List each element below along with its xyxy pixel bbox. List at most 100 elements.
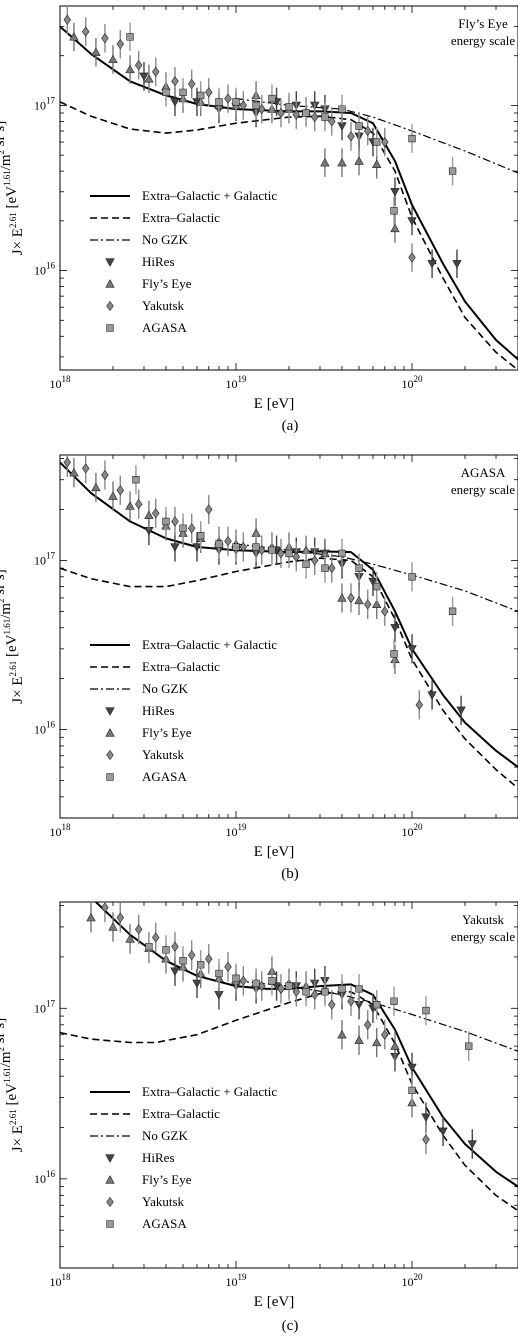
data-point-square — [215, 969, 223, 978]
data-point-triangle-down — [139, 72, 149, 82]
plot-frame — [59, 901, 518, 1269]
legend-label-5: Fly’s Eye — [142, 725, 192, 740]
legend-marker-diamond — [106, 1196, 114, 1208]
data-point-square — [232, 974, 240, 982]
data-point-diamond — [224, 961, 232, 972]
legend-label-2: Extra–Galactic — [142, 210, 220, 225]
legend-label-1: Extra–Galactic + Galactic — [142, 188, 277, 203]
data-point-diamond — [277, 107, 285, 119]
data-point-diamond — [171, 941, 179, 952]
series-line-dashed — [60, 991, 518, 1212]
data-point-triangle-down — [427, 691, 437, 700]
data-point-triangle-down — [456, 706, 466, 716]
data-point-triangle-down — [407, 645, 417, 654]
data-point-square — [390, 997, 398, 1005]
data-point-square — [355, 564, 363, 572]
data-point-diamond — [81, 463, 90, 474]
legend-label-4: HiRes — [142, 254, 175, 269]
energy-scale-note: Yakutsk — [462, 912, 505, 927]
data-point-triangle-down — [390, 188, 400, 197]
data-point-diamond — [277, 548, 285, 559]
data-point-triangle-up — [372, 1037, 382, 1047]
data-point-triangle-up — [354, 595, 364, 605]
series-line-solid — [60, 25, 518, 361]
legend-label-7: AGASA — [142, 320, 187, 335]
x-tick-label-1: 1018 — [50, 1272, 72, 1289]
data-point-diamond — [277, 983, 285, 994]
data-point-diamond — [381, 1029, 389, 1040]
data-point-square — [408, 1086, 416, 1095]
data-point-square — [448, 607, 457, 615]
data-point-diamond — [347, 131, 355, 142]
data-point-triangle-down — [170, 543, 180, 552]
data-point-diamond — [310, 111, 319, 123]
data-point-triangle-down — [192, 543, 202, 552]
legend-label-4: HiRes — [142, 1150, 175, 1165]
data-point-triangle-up — [125, 64, 135, 74]
data-point-square — [373, 138, 381, 146]
data-point-square — [232, 98, 240, 106]
data-point-square — [321, 564, 329, 572]
energy-scale-note: Fly’s Eye — [458, 16, 508, 31]
energy-scale-note: energy scale — [451, 929, 516, 944]
data-point-square — [390, 650, 398, 658]
data-point-diamond — [116, 39, 125, 50]
data-point-square — [162, 88, 170, 97]
panel-caption: (c) — [282, 1318, 299, 1334]
y-tick-label-2: 1017 — [34, 998, 56, 1015]
legend-marker-square — [106, 324, 114, 332]
data-point-diamond — [381, 606, 389, 617]
legend-label-6: Yakutsk — [142, 1194, 185, 1209]
data-point-triangle-down — [192, 979, 202, 989]
data-point-triangle-up — [69, 32, 79, 41]
data-point-square — [145, 942, 153, 951]
legend-label-2: Extra–Galactic — [142, 1106, 220, 1121]
data-point-square — [355, 122, 363, 130]
data-point-triangle-down — [407, 1063, 417, 1073]
data-point-diamond — [116, 485, 125, 496]
data-point-diamond — [63, 457, 72, 468]
data-point-square — [338, 985, 346, 993]
legend-marker-triangle-down — [105, 1154, 115, 1163]
x-tick-label-2: 1019 — [226, 374, 248, 391]
data-point-diamond — [134, 924, 143, 935]
data-point-triangle-up — [91, 482, 101, 492]
data-point-diamond — [187, 949, 196, 961]
data-point-diamond — [239, 100, 248, 111]
data-point-square — [179, 88, 187, 97]
data-point-triangle-down — [438, 1127, 448, 1137]
x-tick-label-3: 1020 — [402, 374, 424, 391]
data-point-square — [252, 101, 260, 110]
energy-scale-note: energy scale — [451, 33, 516, 48]
data-point-diamond — [116, 912, 125, 923]
series-line-solid — [95, 902, 518, 1188]
data-point-square — [408, 134, 416, 143]
data-point-diamond — [292, 551, 301, 562]
data-point-diamond — [224, 536, 232, 547]
data-point-square — [197, 961, 205, 969]
data-point-diamond — [381, 136, 389, 148]
data-point-square — [285, 982, 293, 990]
legend-label-3: No GZK — [142, 232, 188, 247]
legend-marker-square — [106, 773, 114, 781]
data-point-square — [162, 946, 170, 954]
data-point-square — [162, 517, 170, 526]
data-point-diamond — [328, 116, 336, 127]
data-point-diamond — [101, 902, 109, 913]
data-point-diamond — [347, 592, 355, 604]
data-point-diamond — [152, 932, 160, 943]
data-point-square — [302, 109, 310, 117]
data-point-diamond — [239, 541, 248, 553]
data-point-diamond — [328, 563, 336, 574]
data-point-square — [132, 476, 140, 484]
data-point-diamond — [415, 699, 424, 710]
data-point-square — [126, 33, 134, 41]
data-point-square — [215, 540, 223, 548]
panel-caption: (b) — [281, 866, 299, 882]
data-point-triangle-up — [390, 1041, 400, 1050]
data-point-diamond — [152, 508, 160, 519]
data-point-diamond — [171, 516, 179, 527]
y-tick-label-1: 1016 — [34, 1169, 56, 1186]
data-point-square — [422, 1006, 430, 1015]
data-point-triangle-up — [337, 593, 347, 602]
